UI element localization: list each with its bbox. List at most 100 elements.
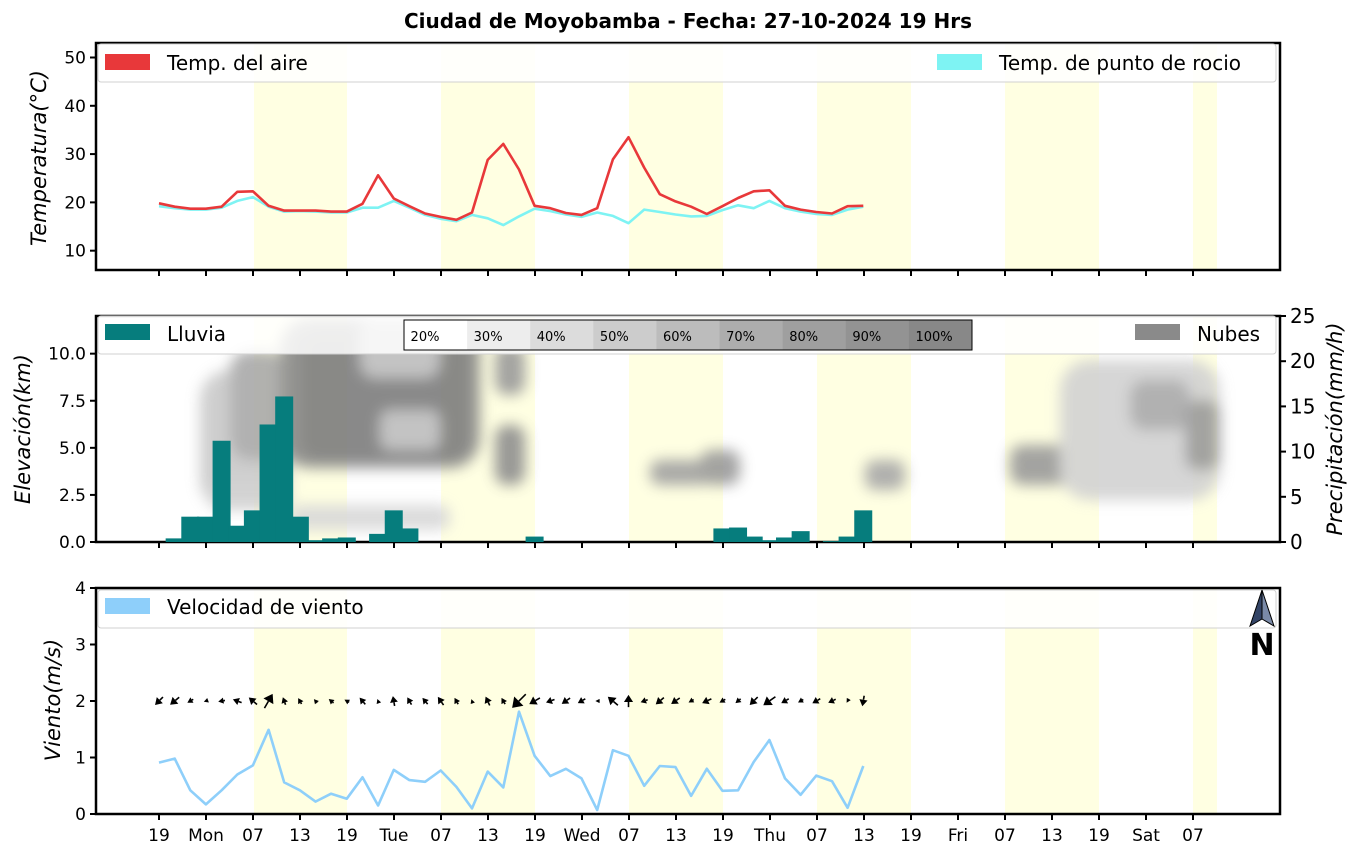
colorbar-label: 90% <box>852 330 881 345</box>
x-tick-label: Wed <box>563 826 600 846</box>
wind-arrow-shaft <box>645 698 648 702</box>
colorbar-segment <box>593 320 657 350</box>
colorbar-label: 70% <box>726 330 755 345</box>
wind-arrow-head <box>376 698 382 704</box>
wind-arrow <box>859 695 868 707</box>
wind-arrow <box>328 698 335 705</box>
wind-arrow-shaft <box>503 702 506 705</box>
rain-bar <box>212 440 231 542</box>
wind-arrow <box>561 696 571 704</box>
legend-swatch-wind <box>105 598 150 614</box>
wind-arrow <box>470 699 475 704</box>
wind-arrow <box>623 694 634 708</box>
wind-arrow-shaft <box>612 700 619 706</box>
wind-y-tick-label: 1 <box>75 749 86 769</box>
x-tick-label: 19 <box>1088 826 1110 846</box>
wind-arrow-head <box>437 696 445 705</box>
wind-arrow <box>607 696 619 706</box>
wind-arrow-shaft <box>300 702 303 705</box>
panel-frame <box>94 41 1282 272</box>
wind-arrow <box>735 697 742 704</box>
x-tick-label: 07 <box>430 826 452 846</box>
temp-y-tick-label: 10 <box>64 242 86 262</box>
wind-arrow <box>376 698 382 704</box>
precip-y-tick-label: 15 <box>1290 394 1315 418</box>
wind-arrow <box>344 699 350 705</box>
wind-arrow-shaft <box>833 698 837 702</box>
wind-speed-line <box>158 710 865 812</box>
wind-arrow-head <box>218 697 224 704</box>
wind-arrow-head <box>859 699 868 707</box>
wind-arrow <box>484 696 492 706</box>
x-tick-label: 07 <box>1182 826 1204 846</box>
wind-arrow-head <box>263 693 274 705</box>
wind-arrow <box>828 697 837 704</box>
rain-bar <box>854 510 873 542</box>
wind-arrow <box>437 696 445 706</box>
elevation-axis-title: Elevación(km) <box>11 354 35 504</box>
wind-arrow-shaft <box>518 693 527 702</box>
legend-label-dew-point: Temp. de punto de rocio <box>998 51 1241 75</box>
colorbar-frame <box>403 319 973 351</box>
x-tick-label: 07 <box>618 826 640 846</box>
precip-y-tick-label: 0 <box>1290 530 1303 554</box>
wind-arrow-head <box>688 697 695 703</box>
wind-arrow-shaft <box>425 701 429 705</box>
wind-arrow-shaft <box>801 698 804 701</box>
precip-y-tick-label: 10 <box>1290 440 1315 464</box>
north-arrow: N <box>1249 589 1275 663</box>
wind-arrow <box>781 697 790 704</box>
wind-arrow-shaft <box>535 697 541 702</box>
wind-arrow <box>763 696 776 706</box>
colorbar-segment <box>467 320 531 350</box>
colorbar-label: 40% <box>537 330 566 345</box>
wind-arrow-head <box>763 696 773 706</box>
wind-arrow-shaft <box>785 698 790 701</box>
wind-arrow-shaft <box>487 701 491 706</box>
colorbar-label: 20% <box>411 330 440 345</box>
wind-arrow-shaft <box>456 702 459 705</box>
wind-legend: Velocidad de viento <box>97 589 1277 629</box>
wind-arrow-shaft <box>174 696 180 701</box>
colorbar-segment <box>656 320 721 350</box>
x-tick-label: Sat <box>1132 826 1160 846</box>
legend-swatch-rain <box>105 324 150 340</box>
wind-arrow-shaft <box>362 701 366 705</box>
wind-arrow-head <box>328 698 335 705</box>
wind-arrow-shaft <box>393 702 396 707</box>
wind-arrow-shaft <box>191 698 194 701</box>
rain-bar <box>165 538 184 542</box>
wind-arrow-shaft <box>409 701 413 706</box>
x-tick-label: 19 <box>336 826 358 846</box>
rain-bar <box>337 537 356 542</box>
wind-arrow-head <box>313 699 319 705</box>
wind-arrow-shaft <box>284 702 287 706</box>
elevation-y-tick-label: 10.0 <box>48 345 86 365</box>
colorbar-segment <box>719 320 784 350</box>
wind-arrow-head <box>561 696 570 704</box>
wind-arrow-head <box>749 697 758 705</box>
wind-arrow <box>203 697 209 703</box>
wind-arrow-shaft <box>263 700 270 709</box>
colorbar-segment <box>404 320 468 350</box>
wind-arrow <box>359 697 367 705</box>
wind-arrow-shaft <box>253 701 258 706</box>
wind-arrow-shaft <box>660 696 665 701</box>
wind-arrow-head <box>595 698 600 704</box>
north-label: N <box>1249 628 1274 663</box>
x-tick-label: 13 <box>853 826 875 846</box>
wind-arrow-shaft <box>676 697 681 701</box>
wind-arrow <box>248 697 258 706</box>
wind-arrow <box>688 697 695 703</box>
x-tick-label: 19 <box>712 826 734 846</box>
rain-bar <box>196 516 215 542</box>
legend-swatch-air-temp <box>105 54 150 70</box>
rain-bar <box>760 540 779 542</box>
legend-swatch-clouds <box>1135 324 1180 340</box>
rain-bar <box>243 510 262 542</box>
rain-bar <box>275 396 294 542</box>
wind-arrow-shaft <box>159 696 164 701</box>
wind-arrow <box>187 697 194 703</box>
wind-arrow-shaft <box>332 701 335 704</box>
